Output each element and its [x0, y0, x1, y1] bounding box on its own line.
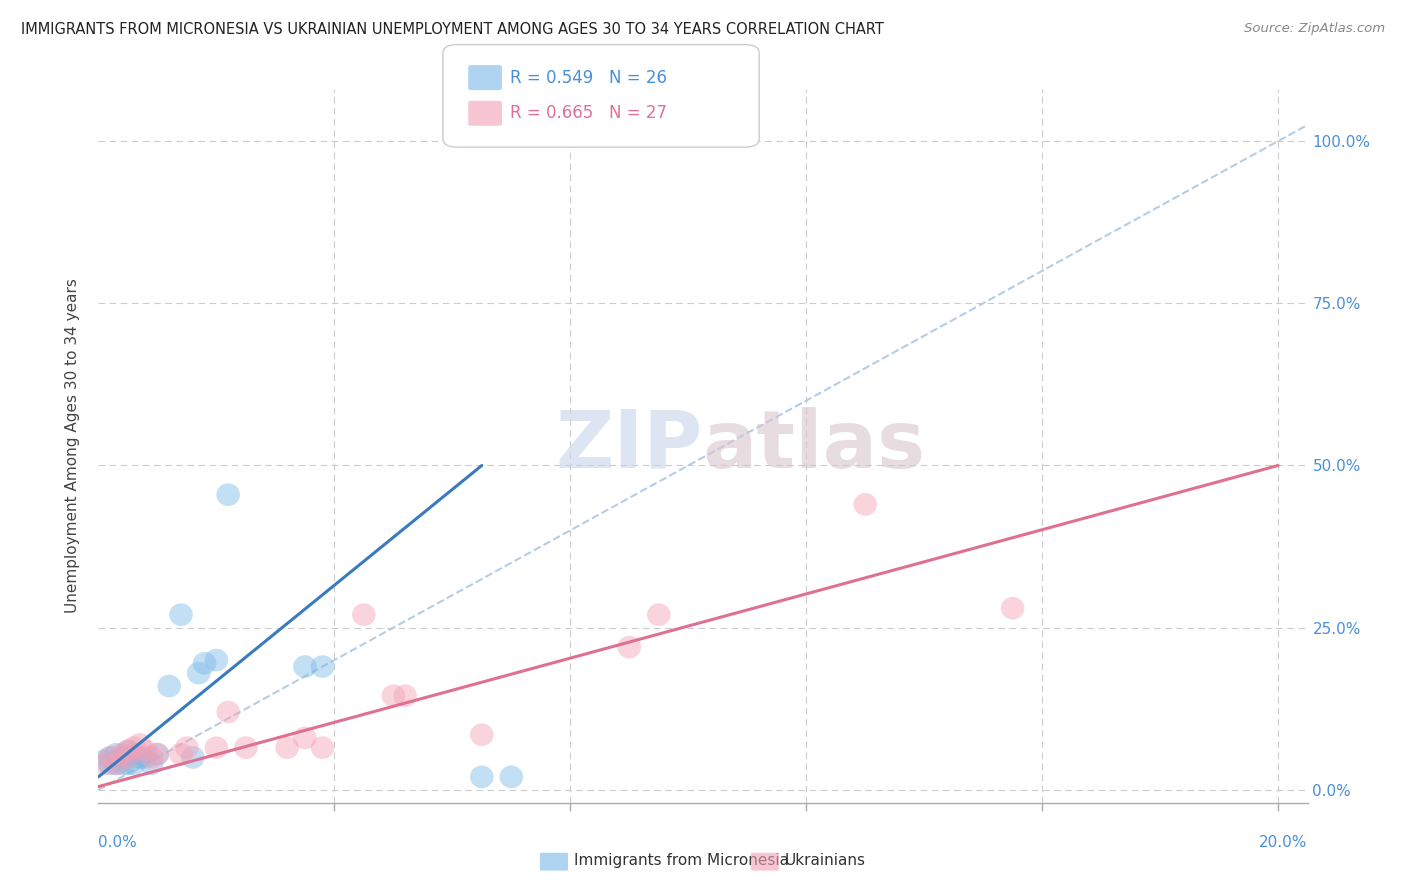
Text: Source: ZipAtlas.com: Source: ZipAtlas.com — [1244, 22, 1385, 36]
Ellipse shape — [470, 723, 494, 746]
Ellipse shape — [104, 753, 128, 775]
Ellipse shape — [117, 739, 139, 763]
Ellipse shape — [617, 636, 641, 658]
Ellipse shape — [122, 753, 146, 775]
Ellipse shape — [146, 743, 169, 765]
Ellipse shape — [470, 765, 494, 789]
Ellipse shape — [181, 746, 205, 769]
Ellipse shape — [122, 736, 146, 759]
Ellipse shape — [169, 603, 193, 626]
Ellipse shape — [311, 656, 335, 678]
Ellipse shape — [93, 753, 117, 775]
Ellipse shape — [117, 746, 139, 769]
Ellipse shape — [128, 746, 152, 769]
Ellipse shape — [394, 684, 418, 707]
Ellipse shape — [311, 736, 335, 759]
Ellipse shape — [217, 483, 240, 506]
Ellipse shape — [193, 652, 217, 674]
Ellipse shape — [117, 753, 139, 775]
Ellipse shape — [352, 603, 375, 626]
Text: R = 0.549   N = 26: R = 0.549 N = 26 — [510, 69, 668, 87]
Ellipse shape — [146, 743, 169, 765]
Ellipse shape — [647, 603, 671, 626]
Ellipse shape — [122, 743, 146, 765]
Ellipse shape — [169, 743, 193, 765]
Text: R = 0.665   N = 27: R = 0.665 N = 27 — [510, 104, 668, 122]
Ellipse shape — [292, 727, 316, 749]
Ellipse shape — [134, 746, 157, 769]
Ellipse shape — [205, 736, 228, 759]
Ellipse shape — [110, 746, 134, 769]
Ellipse shape — [853, 493, 877, 516]
Ellipse shape — [157, 674, 181, 698]
Ellipse shape — [205, 648, 228, 672]
Ellipse shape — [134, 739, 157, 763]
Ellipse shape — [499, 765, 523, 789]
Ellipse shape — [93, 749, 117, 772]
Y-axis label: Unemployment Among Ages 30 to 34 years: Unemployment Among Ages 30 to 34 years — [65, 278, 80, 614]
Text: IMMIGRANTS FROM MICRONESIA VS UKRAINIAN UNEMPLOYMENT AMONG AGES 30 TO 34 YEARS C: IMMIGRANTS FROM MICRONESIA VS UKRAINIAN … — [21, 22, 884, 37]
Ellipse shape — [139, 746, 163, 769]
Text: atlas: atlas — [703, 407, 927, 485]
Ellipse shape — [276, 736, 299, 759]
Ellipse shape — [98, 746, 122, 769]
Text: Immigrants from Micronesia: Immigrants from Micronesia — [574, 854, 789, 868]
Ellipse shape — [117, 739, 139, 763]
Ellipse shape — [128, 733, 152, 756]
Ellipse shape — [381, 684, 405, 707]
Ellipse shape — [110, 753, 134, 775]
Ellipse shape — [139, 753, 163, 775]
Text: ZIP: ZIP — [555, 407, 703, 485]
Ellipse shape — [176, 736, 198, 759]
Ellipse shape — [1001, 597, 1025, 620]
Text: Ukrainians: Ukrainians — [785, 854, 866, 868]
Ellipse shape — [104, 753, 128, 775]
Ellipse shape — [233, 736, 257, 759]
Ellipse shape — [217, 700, 240, 723]
Ellipse shape — [292, 656, 316, 678]
Ellipse shape — [104, 743, 128, 765]
Ellipse shape — [110, 743, 134, 765]
Text: 20.0%: 20.0% — [1260, 836, 1308, 850]
Text: 0.0%: 0.0% — [98, 836, 138, 850]
Ellipse shape — [98, 746, 122, 769]
Ellipse shape — [187, 662, 211, 684]
Ellipse shape — [98, 753, 122, 775]
